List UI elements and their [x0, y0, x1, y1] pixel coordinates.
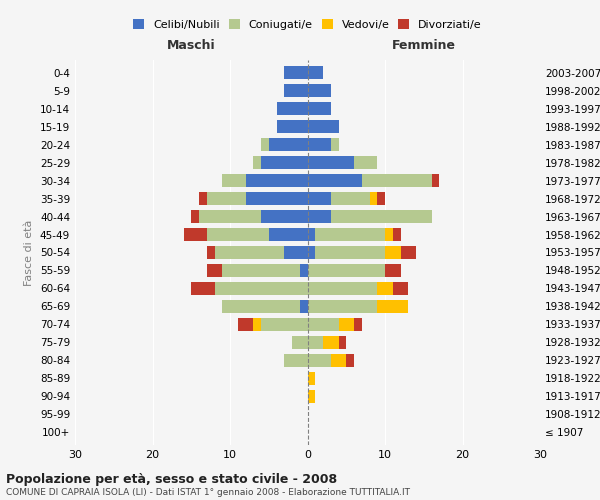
- Bar: [284, 354, 308, 367]
- Bar: [377, 282, 393, 295]
- Bar: [338, 318, 354, 331]
- Text: Femmine: Femmine: [392, 40, 456, 52]
- Bar: [199, 210, 261, 224]
- Bar: [308, 390, 315, 403]
- Bar: [323, 336, 338, 349]
- Bar: [245, 174, 308, 188]
- Bar: [269, 138, 308, 151]
- Bar: [308, 336, 323, 349]
- Bar: [308, 84, 331, 98]
- Bar: [191, 282, 215, 295]
- Bar: [222, 300, 300, 313]
- Text: Maschi: Maschi: [167, 40, 215, 52]
- Y-axis label: Fasce di età: Fasce di età: [25, 220, 34, 286]
- Bar: [300, 300, 308, 313]
- Bar: [362, 174, 431, 188]
- Bar: [377, 192, 385, 205]
- Bar: [261, 156, 308, 170]
- Legend: Celibi/Nubili, Coniugati/e, Vedovi/e, Divorziati/e: Celibi/Nubili, Coniugati/e, Vedovi/e, Di…: [130, 16, 485, 33]
- Bar: [261, 210, 308, 224]
- Bar: [308, 210, 331, 224]
- Bar: [308, 318, 338, 331]
- Bar: [284, 66, 308, 80]
- Bar: [315, 228, 385, 241]
- Bar: [385, 246, 401, 259]
- Bar: [284, 84, 308, 98]
- Bar: [354, 318, 362, 331]
- Bar: [331, 192, 370, 205]
- Bar: [308, 228, 315, 241]
- Text: COMUNE DI CAPRAIA ISOLA (LI) - Dati ISTAT 1° gennaio 2008 - Elaborazione TUTTITA: COMUNE DI CAPRAIA ISOLA (LI) - Dati ISTA…: [6, 488, 410, 497]
- Bar: [253, 318, 261, 331]
- Bar: [207, 228, 269, 241]
- Bar: [331, 354, 346, 367]
- Bar: [269, 228, 308, 241]
- Bar: [346, 354, 354, 367]
- Bar: [431, 174, 439, 188]
- Bar: [370, 192, 377, 205]
- Bar: [308, 246, 315, 259]
- Bar: [308, 192, 331, 205]
- Bar: [261, 138, 269, 151]
- Bar: [385, 264, 401, 277]
- Bar: [207, 264, 222, 277]
- Bar: [331, 138, 338, 151]
- Bar: [308, 372, 315, 385]
- Bar: [338, 336, 346, 349]
- Bar: [308, 66, 323, 80]
- Bar: [331, 210, 431, 224]
- Bar: [191, 210, 199, 224]
- Bar: [315, 246, 385, 259]
- Bar: [207, 192, 245, 205]
- Bar: [292, 336, 308, 349]
- Bar: [207, 246, 215, 259]
- Bar: [308, 282, 377, 295]
- Bar: [393, 228, 401, 241]
- Bar: [385, 228, 393, 241]
- Bar: [261, 318, 308, 331]
- Bar: [215, 246, 284, 259]
- Bar: [308, 174, 362, 188]
- Bar: [300, 264, 308, 277]
- Bar: [401, 246, 416, 259]
- Bar: [308, 156, 354, 170]
- Bar: [377, 300, 408, 313]
- Bar: [238, 318, 253, 331]
- Bar: [308, 102, 331, 116]
- Bar: [277, 102, 308, 116]
- Bar: [245, 192, 308, 205]
- Bar: [222, 174, 245, 188]
- Bar: [253, 156, 261, 170]
- Bar: [277, 120, 308, 134]
- Bar: [308, 120, 338, 134]
- Bar: [308, 264, 385, 277]
- Bar: [222, 264, 300, 277]
- Bar: [393, 282, 408, 295]
- Bar: [199, 192, 207, 205]
- Bar: [184, 228, 207, 241]
- Bar: [354, 156, 377, 170]
- Bar: [308, 354, 331, 367]
- Bar: [284, 246, 308, 259]
- Bar: [308, 138, 331, 151]
- Bar: [308, 300, 377, 313]
- Bar: [215, 282, 308, 295]
- Text: Popolazione per età, sesso e stato civile - 2008: Popolazione per età, sesso e stato civil…: [6, 472, 337, 486]
